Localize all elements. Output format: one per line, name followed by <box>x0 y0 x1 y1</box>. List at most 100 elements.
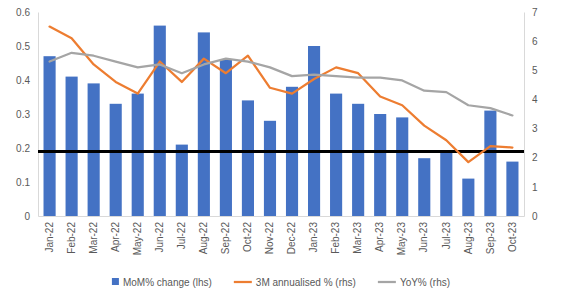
tick: 7 <box>524 7 538 18</box>
tick: Dec-22 <box>286 216 297 254</box>
bar <box>220 60 232 216</box>
tick-label: 0 <box>24 211 30 222</box>
bar <box>132 94 144 216</box>
tick-label: 1 <box>532 182 538 193</box>
tick: Apr-23 <box>374 216 385 252</box>
tick: May-22 <box>132 216 143 255</box>
tick: Jul-23 <box>441 216 452 249</box>
tick: 0.4 <box>16 75 38 86</box>
reference-line <box>38 150 524 153</box>
tick-label: 0.2 <box>16 143 30 154</box>
tick-label: Dec-22 <box>286 222 297 255</box>
bar <box>66 77 78 216</box>
tick-label: Jul-22 <box>176 222 187 250</box>
tick: 0.1 <box>16 177 38 188</box>
tick-label: Jan-22 <box>44 222 55 253</box>
tick-label: May-22 <box>132 222 143 256</box>
axis-line <box>524 13 525 217</box>
tick-label: Feb-22 <box>66 222 77 254</box>
bar <box>242 100 254 216</box>
tick: Mar-22 <box>88 216 99 254</box>
tick: Nov-22 <box>264 216 275 254</box>
tick-label: 0.5 <box>16 41 30 52</box>
tick: 0.3 <box>16 109 38 120</box>
tick-label: Sep-22 <box>220 222 231 255</box>
tick: Jul-22 <box>176 216 187 249</box>
line <box>50 27 513 163</box>
tick: Aug-22 <box>198 216 209 254</box>
axis-line <box>38 13 39 217</box>
tick: 6 <box>524 36 538 47</box>
tick-label: 0 <box>532 211 538 222</box>
tick: Jan-23 <box>308 216 319 253</box>
legend-label: YoY% (rhs) <box>400 277 450 288</box>
legend-label: MoM% change (lhs) <box>123 277 212 288</box>
tick: 0 <box>24 211 38 222</box>
tick: Jun-22 <box>154 216 165 253</box>
bar <box>264 121 276 216</box>
bar <box>418 158 430 216</box>
tick: 2 <box>524 152 538 163</box>
tick-label: Aug-22 <box>198 222 209 255</box>
bar <box>352 104 364 216</box>
tick-label: Mar-23 <box>352 222 363 254</box>
tick-label: Sep-23 <box>485 222 496 255</box>
bar <box>506 162 518 216</box>
tick: Oct-23 <box>507 216 518 252</box>
tick: Oct-22 <box>242 216 253 252</box>
tick-label: Jul-23 <box>441 222 452 250</box>
tick: 0.6 <box>16 7 38 18</box>
bar <box>88 83 100 216</box>
bar <box>374 114 386 216</box>
tick-label: Oct-22 <box>242 222 253 252</box>
tick: 0 <box>524 211 538 222</box>
tick-label: Aug-23 <box>463 222 474 255</box>
tick: Aug-23 <box>463 216 474 254</box>
legend-item: YoY% (rhs) <box>378 277 450 288</box>
tick-label: 6 <box>532 36 538 47</box>
y-axis: 0 0.1 0.2 0.3 0.4 0.5 0.6 <box>16 7 38 222</box>
legend-swatch <box>112 278 119 285</box>
tick: Jun-23 <box>418 216 429 253</box>
tick-label: Apr-23 <box>374 222 385 252</box>
tick-label: Jun-22 <box>154 222 165 253</box>
bar <box>462 179 474 216</box>
tick: May-23 <box>396 216 407 255</box>
tick-label: Oct-23 <box>507 222 518 252</box>
bar <box>308 46 320 216</box>
tick-label: 3 <box>532 123 538 134</box>
tick: 0.5 <box>16 41 38 52</box>
bar-series <box>44 26 519 216</box>
tick-label: 5 <box>532 65 538 76</box>
y2-axis: 0 1 2 3 4 5 6 7 <box>524 7 538 222</box>
x-axis: Jan-22 Feb-22 Mar-22 Apr-22 May-22 Jun-22 Jul-… <box>39 216 525 255</box>
legend-swatch <box>234 281 252 283</box>
tick-label: Jun-23 <box>418 222 429 253</box>
axis-line <box>39 216 525 217</box>
tick-label: 0.4 <box>16 75 30 86</box>
tick: 0.2 <box>16 143 38 154</box>
tick: 4 <box>524 94 538 105</box>
tick: Feb-22 <box>66 216 77 254</box>
legend-swatch <box>378 281 396 283</box>
tick: Apr-22 <box>110 216 121 252</box>
bar <box>484 111 496 216</box>
tick: Sep-22 <box>220 216 231 254</box>
legend: MoM% change (lhs)3M annualised % (rhs)Yo… <box>112 277 450 288</box>
tick: Jan-22 <box>44 216 55 253</box>
tick: 5 <box>524 65 538 76</box>
bar <box>440 151 452 216</box>
bar <box>176 145 188 216</box>
tick: 3 <box>524 123 538 134</box>
bar <box>330 94 342 216</box>
bar <box>154 26 166 216</box>
tick: Sep-23 <box>485 216 496 254</box>
tick-label: Jan-23 <box>308 222 319 253</box>
tick-label: May-23 <box>396 222 407 256</box>
tick: 1 <box>524 182 538 193</box>
tick-label: Feb-23 <box>330 222 341 254</box>
tick-label: Mar-22 <box>88 222 99 254</box>
tick-label: 0.1 <box>16 177 30 188</box>
tick-label: 0.3 <box>16 109 30 120</box>
bar <box>396 117 408 216</box>
